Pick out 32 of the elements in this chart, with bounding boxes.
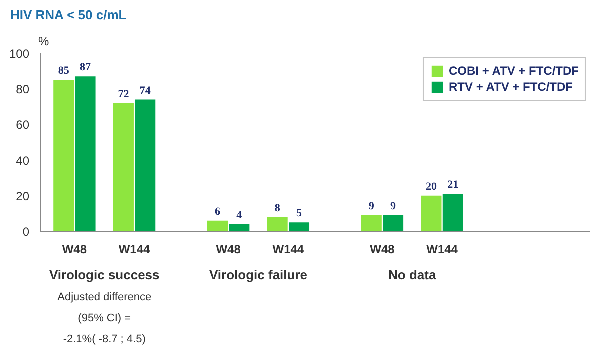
data-label: 9 [368,200,375,212]
text: Virologic success [49,268,160,282]
x-tick-label: W48 [62,242,88,256]
x-tick-label: W144 [118,242,151,256]
data-label: 6 [215,206,222,218]
legend-label: COBI + ATV + FTC/TDF [448,64,579,78]
legend-label: RTV + ATV + FTC/TDF [448,80,573,94]
y-axis-title: % [38,34,50,48]
data-label: 4 [236,209,243,222]
y-tick-label: 60 [16,118,30,132]
text: Adjusted difference (95% CI) = -2.1%( -8.7 ; 4.5) [58,292,152,346]
data-label: 8 [274,202,281,214]
x-tick-label: W144 [426,242,458,256]
data-label: 85 [58,65,70,78]
data-label: 74 [140,84,152,97]
x-tick-label: W48 [216,242,242,256]
data-label: 87 [80,62,92,74]
data-label: 20 [426,180,438,193]
data-label: 5 [296,208,303,220]
text: No data [388,268,437,282]
y-tick-label: 80 [16,82,30,97]
data-label: 72 [118,88,130,100]
chart-title: HIV RNA < 50 c/mL [10,8,127,22]
text: Virologic failure [210,268,308,282]
data-label: 9 [390,200,397,212]
y-tick-label: 20 [16,189,30,204]
y-tick-label: 40 [16,154,30,168]
data-label: 21 [448,179,459,192]
x-tick-label: W144 [272,242,304,256]
y-tick-label: 100 [9,47,30,61]
y-tick-label: 0 [22,225,30,239]
x-tick-label: W48 [370,242,396,256]
